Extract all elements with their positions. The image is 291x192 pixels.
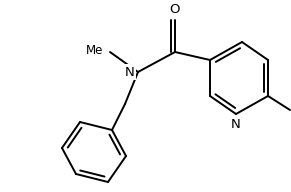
- Text: N: N: [231, 118, 241, 131]
- Text: N: N: [125, 65, 135, 79]
- Text: Me: Me: [86, 44, 103, 56]
- Text: O: O: [170, 3, 180, 16]
